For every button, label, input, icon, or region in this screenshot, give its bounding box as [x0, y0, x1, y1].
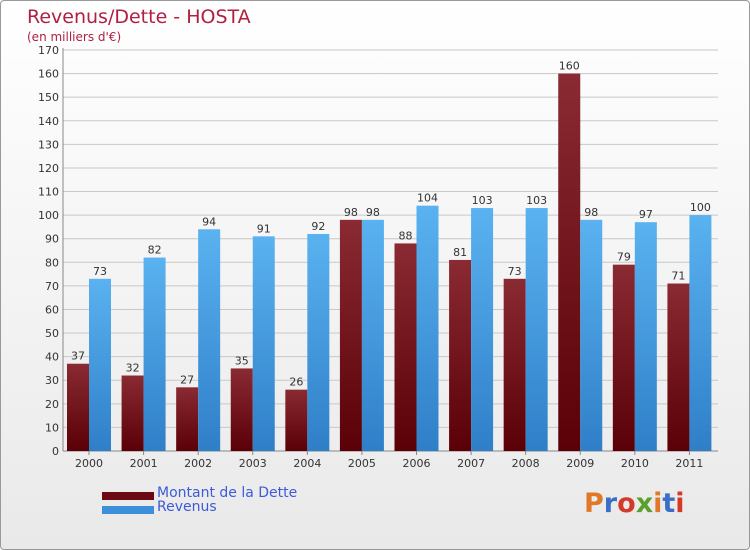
legend-label-dette: Montant de la Dette: [157, 485, 298, 501]
y-tick-label: 20: [45, 398, 59, 411]
legend-swatch-revenus: [102, 506, 154, 514]
data-label-revenus: 104: [417, 192, 438, 205]
data-label-revenus: 103: [472, 194, 493, 207]
bar-dette: [394, 243, 417, 451]
data-label-revenus: 91: [257, 222, 271, 235]
legend-swatch-dette: [102, 492, 154, 500]
data-label-revenus: 98: [366, 206, 380, 219]
legend-label-revenus: Revenus: [157, 499, 217, 515]
x-tick-label: 2001: [130, 457, 158, 470]
bar-dette: [176, 387, 199, 451]
logo-letter: i: [653, 488, 663, 519]
data-label-revenus: 100: [690, 201, 711, 214]
bar-dette: [612, 264, 635, 451]
data-label-dette: 26: [289, 376, 303, 389]
data-label-dette: 81: [453, 246, 467, 259]
x-tick-label: 2005: [348, 457, 376, 470]
y-tick-label: 10: [45, 421, 59, 434]
y-tick-label: 70: [45, 280, 59, 293]
data-label-dette: 27: [180, 373, 194, 386]
logo-letter: x: [635, 488, 654, 519]
data-label-revenus: 92: [311, 220, 325, 233]
data-label-dette: 71: [671, 270, 685, 283]
bar-dette: [449, 259, 472, 451]
bar-dette: [558, 73, 581, 452]
bar-dette: [339, 219, 362, 451]
data-label-revenus: 98: [584, 206, 598, 219]
bar-revenus: [143, 257, 166, 451]
y-tick-label: 30: [45, 374, 59, 387]
y-tick-label: 60: [45, 303, 59, 316]
bar-revenus: [471, 208, 494, 451]
chart-subtitle: (en milliers d'€): [27, 30, 122, 44]
y-tick-label: 40: [45, 351, 59, 364]
y-tick-label: 130: [38, 138, 59, 151]
data-label-dette: 160: [559, 60, 580, 73]
bar-revenus: [89, 278, 111, 451]
logo-letter: P: [584, 488, 604, 519]
bar-dette: [121, 375, 144, 451]
data-label-revenus: 82: [148, 244, 162, 257]
data-label-dette: 73: [508, 265, 522, 278]
bar-revenus: [361, 219, 384, 451]
x-tick-label: 2007: [457, 457, 485, 470]
data-label-revenus: 94: [202, 215, 216, 228]
bar-dette: [503, 278, 526, 451]
bar-revenus: [689, 215, 712, 451]
y-tick-label: 90: [45, 233, 59, 246]
x-tick-label: 2008: [512, 457, 540, 470]
bar-dette: [230, 368, 253, 451]
data-label-revenus: 73: [93, 265, 107, 278]
data-label-revenus: 97: [639, 208, 653, 221]
bar-revenus: [416, 205, 439, 451]
bar-dette: [285, 389, 308, 451]
logo-letter: t: [662, 488, 676, 519]
x-tick-label: 2002: [184, 457, 212, 470]
bar-dette: [67, 363, 89, 451]
y-tick-label: 100: [38, 209, 59, 222]
data-label-dette: 98: [344, 206, 358, 219]
bar-revenus: [252, 236, 275, 451]
y-tick-label: 50: [45, 327, 59, 340]
data-label-dette: 32: [126, 362, 140, 375]
x-tick-label: 2004: [293, 457, 321, 470]
logo-letter: r: [603, 488, 618, 519]
y-tick-label: 120: [38, 162, 59, 175]
logo-letter: i: [675, 488, 685, 519]
x-tick-label: 2009: [566, 457, 594, 470]
x-tick-label: 2006: [403, 457, 431, 470]
x-tick-label: 2003: [239, 457, 267, 470]
data-label-dette: 35: [235, 354, 249, 367]
data-label-dette: 37: [71, 350, 85, 363]
y-tick-label: 160: [38, 68, 59, 81]
bar-revenus: [198, 229, 221, 451]
data-label-dette: 79: [617, 251, 631, 264]
y-tick-label: 110: [38, 186, 59, 199]
x-tick-label: 2011: [675, 457, 703, 470]
data-label-revenus: 103: [526, 194, 547, 207]
y-tick-label: 140: [38, 115, 59, 128]
proxiti-logo: Proxiti: [584, 488, 685, 519]
bar-revenus: [525, 208, 548, 451]
y-tick-label: 170: [38, 44, 59, 57]
x-tick-label: 2010: [621, 457, 649, 470]
x-tick-label: 2000: [75, 457, 103, 470]
bar-revenus: [580, 219, 603, 451]
logo-letter: o: [617, 488, 636, 519]
y-tick-label: 150: [38, 91, 59, 104]
bar-revenus: [634, 222, 657, 451]
data-label-dette: 88: [399, 229, 413, 242]
bar-dette: [667, 283, 690, 451]
y-tick-label: 0: [52, 445, 59, 458]
y-tick-label: 80: [45, 256, 59, 269]
chart-title: Revenus/Dette - HOSTA: [27, 6, 251, 28]
bar-revenus: [307, 233, 330, 451]
